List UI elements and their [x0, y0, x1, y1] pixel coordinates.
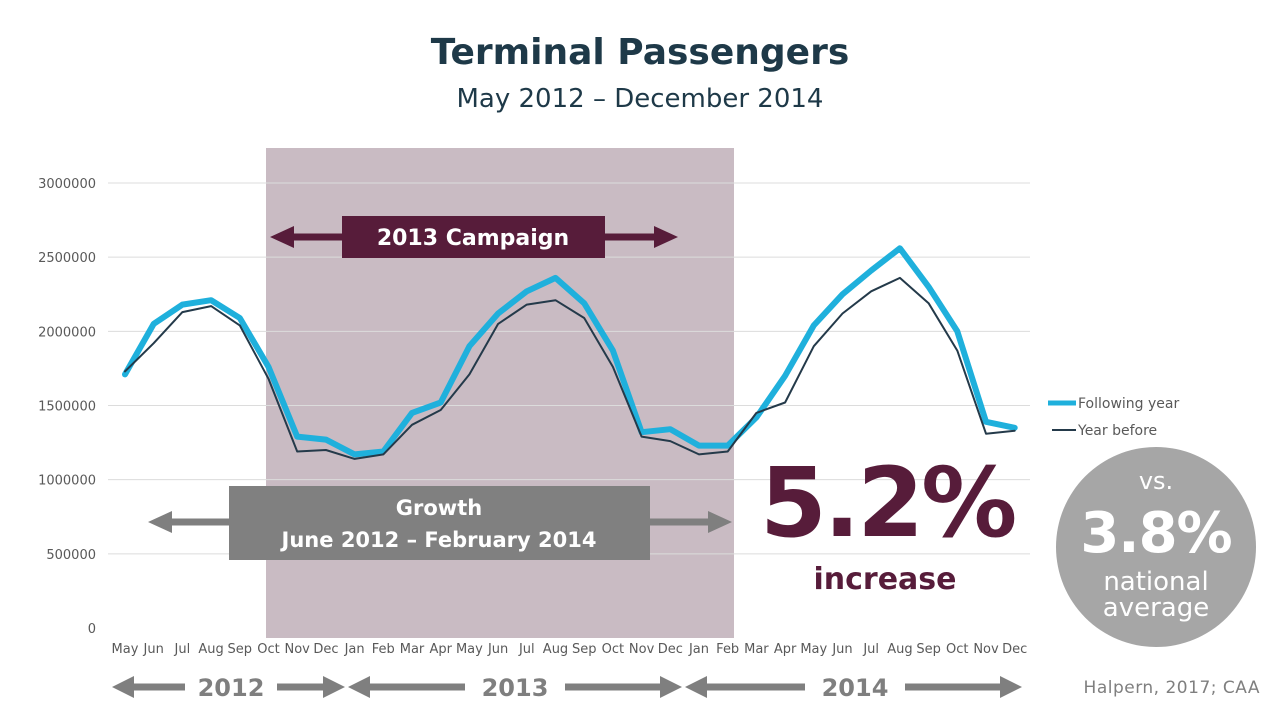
series-line-following-year	[122, 245, 1018, 458]
x-tick-label: Jul	[518, 642, 535, 657]
x-tick-label: Dec	[313, 642, 338, 657]
x-tick-label: Sep	[572, 642, 597, 657]
x-tick-label: Sep	[228, 642, 253, 657]
national-average-badge: vs. 3.8% national average	[1056, 447, 1256, 647]
growth-label-line1: Growth	[396, 496, 482, 520]
x-tick-label: May	[800, 642, 827, 657]
x-tick-label: Feb	[372, 642, 395, 657]
y-tick-label: 500000	[46, 548, 96, 563]
national-average-label-1: national	[1103, 567, 1209, 597]
growth-percent-label: increase	[813, 562, 957, 597]
year-arrows	[112, 676, 1022, 698]
x-tick-label: Aug	[887, 642, 912, 657]
x-tick-label: Nov	[285, 642, 311, 657]
x-tick-label: Aug	[198, 642, 223, 657]
x-tick-label: Oct	[946, 642, 968, 657]
x-tick-label: May	[456, 642, 483, 657]
x-tick-label: Nov	[629, 642, 655, 657]
x-axis: May Jun Jul Aug Sep Oct Nov Dec Jan Feb Mar Apr May J…	[112, 642, 1028, 657]
chart-subtitle: May 2012 – December 2014	[456, 84, 824, 114]
y-axis: 0 500000 1000000 1500000 2000000 2500000 30000…	[38, 177, 96, 637]
growth-label-box	[229, 486, 650, 560]
x-tick-label: Mar	[400, 642, 425, 657]
legend: Following year Year before	[1048, 396, 1179, 439]
growth-label-line2: June 2012 – February 2014	[280, 528, 597, 552]
legend-label-following: Following year	[1078, 396, 1179, 412]
x-tick-label: Jun	[487, 642, 508, 657]
x-tick-label: Feb	[716, 642, 739, 657]
x-tick-label: Nov	[973, 642, 999, 657]
national-average-value: 3.8%	[1080, 501, 1232, 566]
x-tick-label: Jul	[862, 642, 879, 657]
y-tick-label: 1500000	[38, 400, 96, 415]
x-tick-label: Mar	[744, 642, 769, 657]
source-citation: Halpern, 2017; CAA	[1083, 678, 1260, 698]
x-tick-label: Apr	[429, 642, 452, 657]
series-lines	[122, 245, 1018, 460]
x-tick-label: Jun	[143, 642, 164, 657]
x-tick-label: Sep	[916, 642, 941, 657]
national-vs: vs.	[1138, 467, 1174, 495]
x-tick-label: Jul	[174, 642, 191, 657]
x-tick-label: Apr	[774, 642, 797, 657]
x-tick-label: Jan	[688, 642, 709, 657]
x-tick-label: Dec	[1002, 642, 1027, 657]
y-tick-label: 2000000	[38, 325, 96, 340]
x-tick-label: Oct	[602, 642, 624, 657]
x-tick-label: May	[112, 642, 139, 657]
series-line-year-before	[124, 276, 1016, 460]
legend-label-before: Year before	[1077, 423, 1157, 439]
y-tick-label: 3000000	[38, 177, 96, 192]
year-label-2014: 2014	[822, 674, 889, 702]
y-tick-label: 0	[88, 622, 96, 637]
year-label-2013: 2013	[482, 674, 549, 702]
y-tick-label: 1000000	[38, 474, 96, 489]
national-average-label-2: average	[1102, 593, 1210, 623]
campaign-label: 2013 Campaign	[377, 226, 569, 251]
x-tick-label: Oct	[257, 642, 279, 657]
x-tick-label: Aug	[543, 642, 568, 657]
x-tick-label: Jun	[831, 642, 852, 657]
growth-percent: 5.2%	[760, 447, 1017, 559]
chart-title: Terminal Passengers	[430, 32, 850, 73]
campaign-label-box	[342, 216, 605, 258]
x-tick-label: Jan	[344, 642, 365, 657]
year-label-2012: 2012	[198, 674, 265, 702]
x-tick-label: Dec	[658, 642, 683, 657]
y-tick-label: 2500000	[38, 251, 96, 266]
